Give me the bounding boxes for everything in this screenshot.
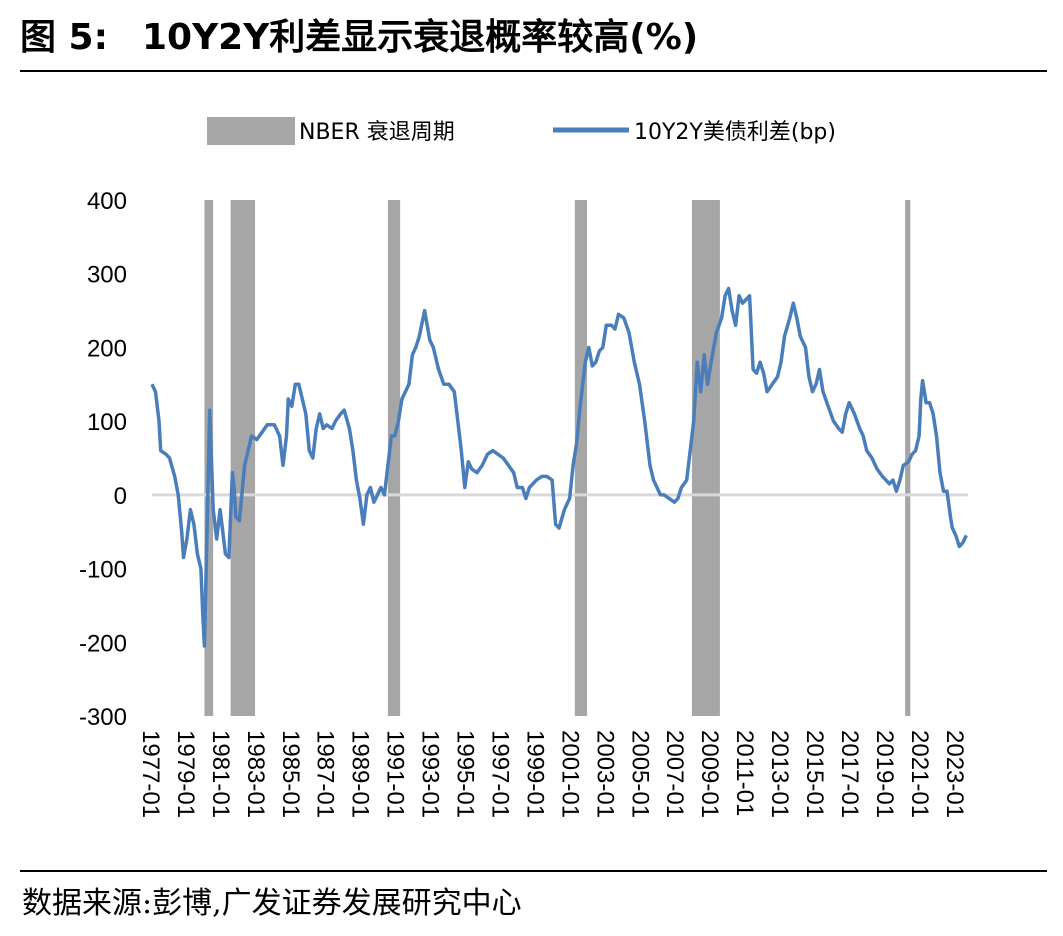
recession-band-2 [230,200,256,716]
recession-band-4 [574,200,588,716]
x-tick-label: 1981-01 [207,730,234,818]
footer-divider [20,870,1047,872]
legend-label-spread: 10Y2Y美债利差(bp) [634,120,836,145]
legend-label-recession: NBER 衰退周期 [299,120,455,145]
figure-title-text: 10Y2Y利差显示衰退概率较高(%) [141,17,699,58]
x-tick-label: 2017-01 [836,730,863,818]
recession-band-3 [387,200,401,716]
x-tick-label: 1997-01 [487,730,514,818]
y-tick-label: 400 [87,188,127,215]
y-tick-label: 200 [87,335,127,362]
x-tick-label: 1999-01 [521,730,548,818]
x-tick-label: 2005-01 [626,730,653,818]
y-tick-label: 300 [87,262,127,289]
recession-band-5 [691,200,720,716]
y-tick-label: -100 [79,557,127,584]
x-tick-label: 2013-01 [766,730,793,818]
x-tick-label: 1983-01 [242,730,269,818]
x-tick-label: 1989-01 [347,730,374,818]
legend-swatch-recession [207,117,295,145]
figure-title: 图 5: 10Y2Y利差显示衰退概率较高(%) [20,10,698,66]
x-tick-label: 1995-01 [452,730,479,818]
x-tick-label: 2011-01 [731,730,758,816]
x-axis-ticks: 1977-01 1979-01 1981-01 1983-01 1985-01 1987-… [137,730,968,818]
figure-number: 图 5: [20,17,108,58]
y-axis-ticks: 400 300 200 100 0 -100 -200 -300 [79,188,127,731]
x-tick-label: 1987-01 [312,730,339,818]
spread-series-line [150,286,968,648]
y-tick-label: -200 [79,630,127,657]
x-tick-label: 2019-01 [871,730,898,818]
x-tick-label: 2021-01 [906,730,933,818]
x-tick-label: 2015-01 [801,730,828,818]
x-tick-label: 1991-01 [382,730,409,818]
x-tick-label: 1985-01 [277,730,304,818]
x-tick-label: 1977-01 [137,730,164,818]
recession-bands [204,200,911,716]
source-note: 数据来源:彭博,广发证券发展研究中心 [22,886,522,921]
y-tick-label: -300 [79,704,127,731]
x-tick-label: 2007-01 [661,730,688,818]
x-tick-label: 2009-01 [696,730,723,818]
y-tick-label: 100 [87,409,127,436]
x-tick-label: 1993-01 [417,730,444,818]
recession-band-6 [905,200,911,716]
chart-legend: NBER 衰退周期 10Y2Y美债利差(bp) [207,117,836,145]
x-tick-label: 2003-01 [591,730,618,818]
title-divider [20,70,1047,72]
y-tick-label: 0 [114,483,127,510]
x-tick-label: 2023-01 [941,730,968,818]
x-tick-label: 2001-01 [556,730,583,818]
x-tick-label: 1979-01 [172,730,199,818]
spread-chart: 400 300 200 100 0 -100 -200 -300 1977-01 1979-01… [79,117,968,818]
